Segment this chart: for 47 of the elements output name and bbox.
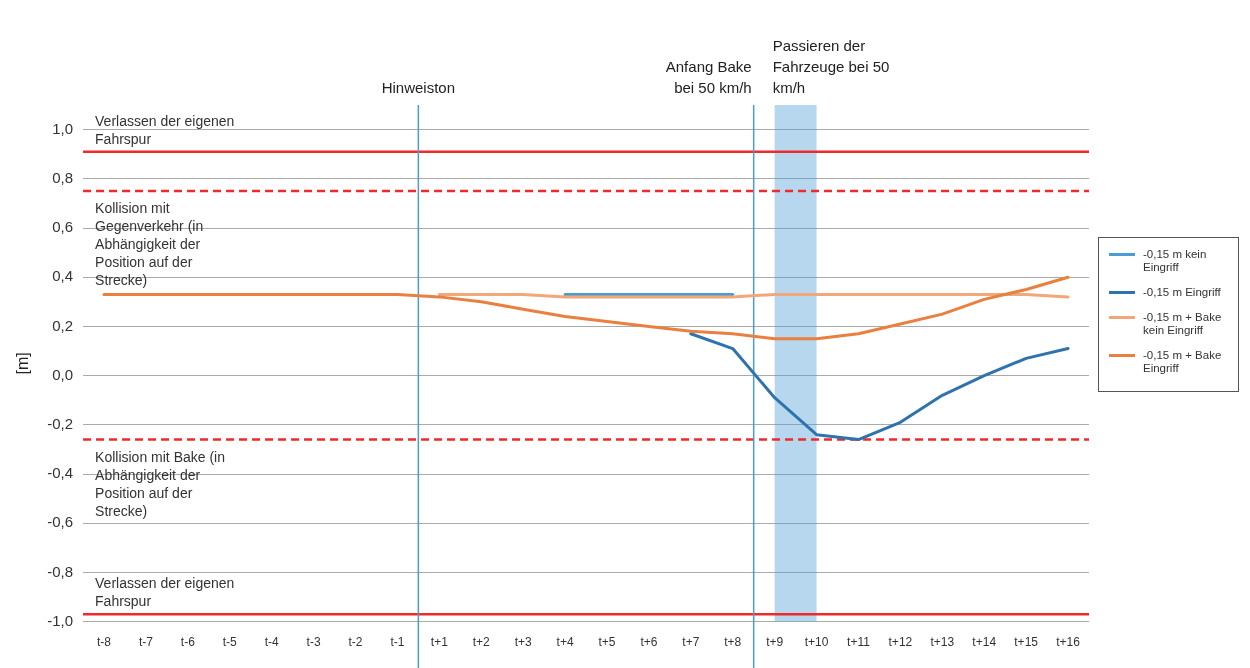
x-tick-label: t+7 — [682, 635, 700, 650]
y-tick-label: 1,0 — [52, 119, 74, 137]
y-tick-label: 0,0 — [52, 365, 74, 383]
x-tick-label: t-7 — [138, 635, 154, 650]
x-tick-label: t-2 — [348, 635, 363, 650]
y-tick-label: -0,8 — [47, 562, 74, 580]
y-tick-label: 0,6 — [52, 218, 74, 236]
band-label: Passieren der Fahrzeuge bei 50 km/h — [772, 37, 890, 96]
x-tick-label: t+3 — [514, 635, 532, 650]
x-tick-label: t+8 — [724, 635, 742, 650]
ref-line-label: Verlassen der eigenen Fahrspur — [95, 112, 235, 147]
x-tick-label: t+15 — [1014, 635, 1039, 650]
x-tick-label: t-8 — [97, 635, 112, 650]
x-tick-label: t+2 — [472, 635, 491, 650]
x-tick-label: t+10 — [804, 635, 829, 650]
ref-line-label: Verlassen der eigenen Fahrspur — [95, 575, 235, 610]
y-tick-label: 0,8 — [52, 168, 74, 186]
y-tick-label: -0,4 — [47, 464, 74, 482]
ref-line-label: Kollision mit Bake (in Abhängigkeit der Position auf der Strecke) — [95, 448, 225, 519]
y-tick-label: -1,0 — [47, 611, 74, 629]
legend-label: -0,15 m + Bake Eingriff — [1143, 349, 1223, 375]
x-tick-label: t+16 — [1056, 635, 1081, 650]
x-tick-label: t-5 — [222, 635, 238, 650]
x-tick-label: t-1 — [390, 635, 405, 650]
y-tick-label: -0,2 — [47, 414, 74, 432]
x-tick-label: t+6 — [640, 635, 658, 650]
y-tick-label: -0,6 — [47, 513, 74, 531]
legend-label: -0,15 m Eingriff — [1143, 286, 1221, 299]
ref-line-label: Anfang Bake bei 50 km/h — [665, 58, 752, 96]
x-tick-label: t-3 — [306, 635, 321, 650]
x-tick-label: t+13 — [930, 635, 955, 650]
x-tick-label: t+4 — [556, 635, 574, 650]
y-axis-title: [m] — [14, 352, 32, 375]
x-tick-label: t+5 — [598, 635, 616, 650]
legend-label: -0,15 m kein Eingriff — [1143, 248, 1208, 274]
legend-label: -0,15 m + Bake kein Eingriff — [1143, 311, 1223, 337]
y-tick-label: 0,2 — [52, 316, 74, 334]
y-tick-label: 0,4 — [52, 267, 74, 285]
x-tick-label: t-6 — [180, 635, 196, 650]
x-tick-label: t-4 — [264, 635, 279, 650]
x-tick-label: t+11 — [847, 635, 871, 650]
x-tick-label: t+1 — [430, 635, 449, 650]
x-tick-label: t+12 — [888, 635, 913, 650]
ref-line-label: Kollision mit Gegenverkehr (in Abhängigkeit der Position auf der Strecke) — [95, 200, 204, 289]
ref-line-label: Hinweiston — [381, 79, 456, 96]
x-tick-label: t+9 — [766, 635, 784, 650]
x-tick-label: t+14 — [972, 635, 997, 650]
